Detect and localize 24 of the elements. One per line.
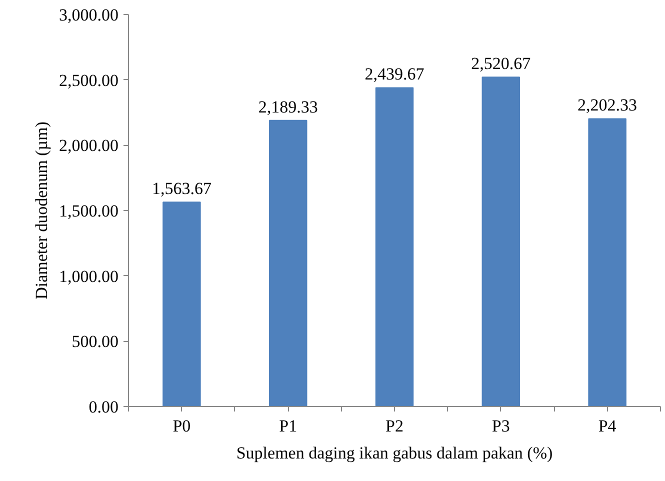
data-label: 2,520.67 xyxy=(471,54,532,74)
y-tick-label: 3,000.00 xyxy=(59,6,118,24)
x-tick-label: P1 xyxy=(279,416,298,436)
bar xyxy=(375,87,414,406)
y-tick-label: 2,500.00 xyxy=(59,70,118,90)
bar xyxy=(268,120,308,406)
x-axis-title: Suplemen daging ikan gabus dalam pakan (%) xyxy=(236,444,553,462)
y-axis-title: Diameter duodenum (µm) xyxy=(32,122,51,300)
y-tick-label: 1,500.00 xyxy=(59,202,118,220)
data-label: 2,439.67 xyxy=(364,64,425,84)
bar xyxy=(162,202,201,406)
x-tick-label: P2 xyxy=(386,416,404,436)
y-tick-label: 1,000.00 xyxy=(59,266,118,286)
y-tick-label: 2,000.00 xyxy=(59,136,118,156)
x-tick-label: P0 xyxy=(172,416,191,436)
x-tick-label: P4 xyxy=(598,416,617,436)
y-tick-label: 0.00 xyxy=(88,398,118,416)
data-label: 1,563.67 xyxy=(152,179,212,198)
bar xyxy=(482,76,520,406)
y-tick-label: 500.00 xyxy=(72,332,118,352)
data-label: 2,202.33 xyxy=(578,96,638,115)
data-label: 2,189.33 xyxy=(258,97,318,116)
x-tick-label: P3 xyxy=(492,416,510,436)
bar xyxy=(588,118,626,406)
